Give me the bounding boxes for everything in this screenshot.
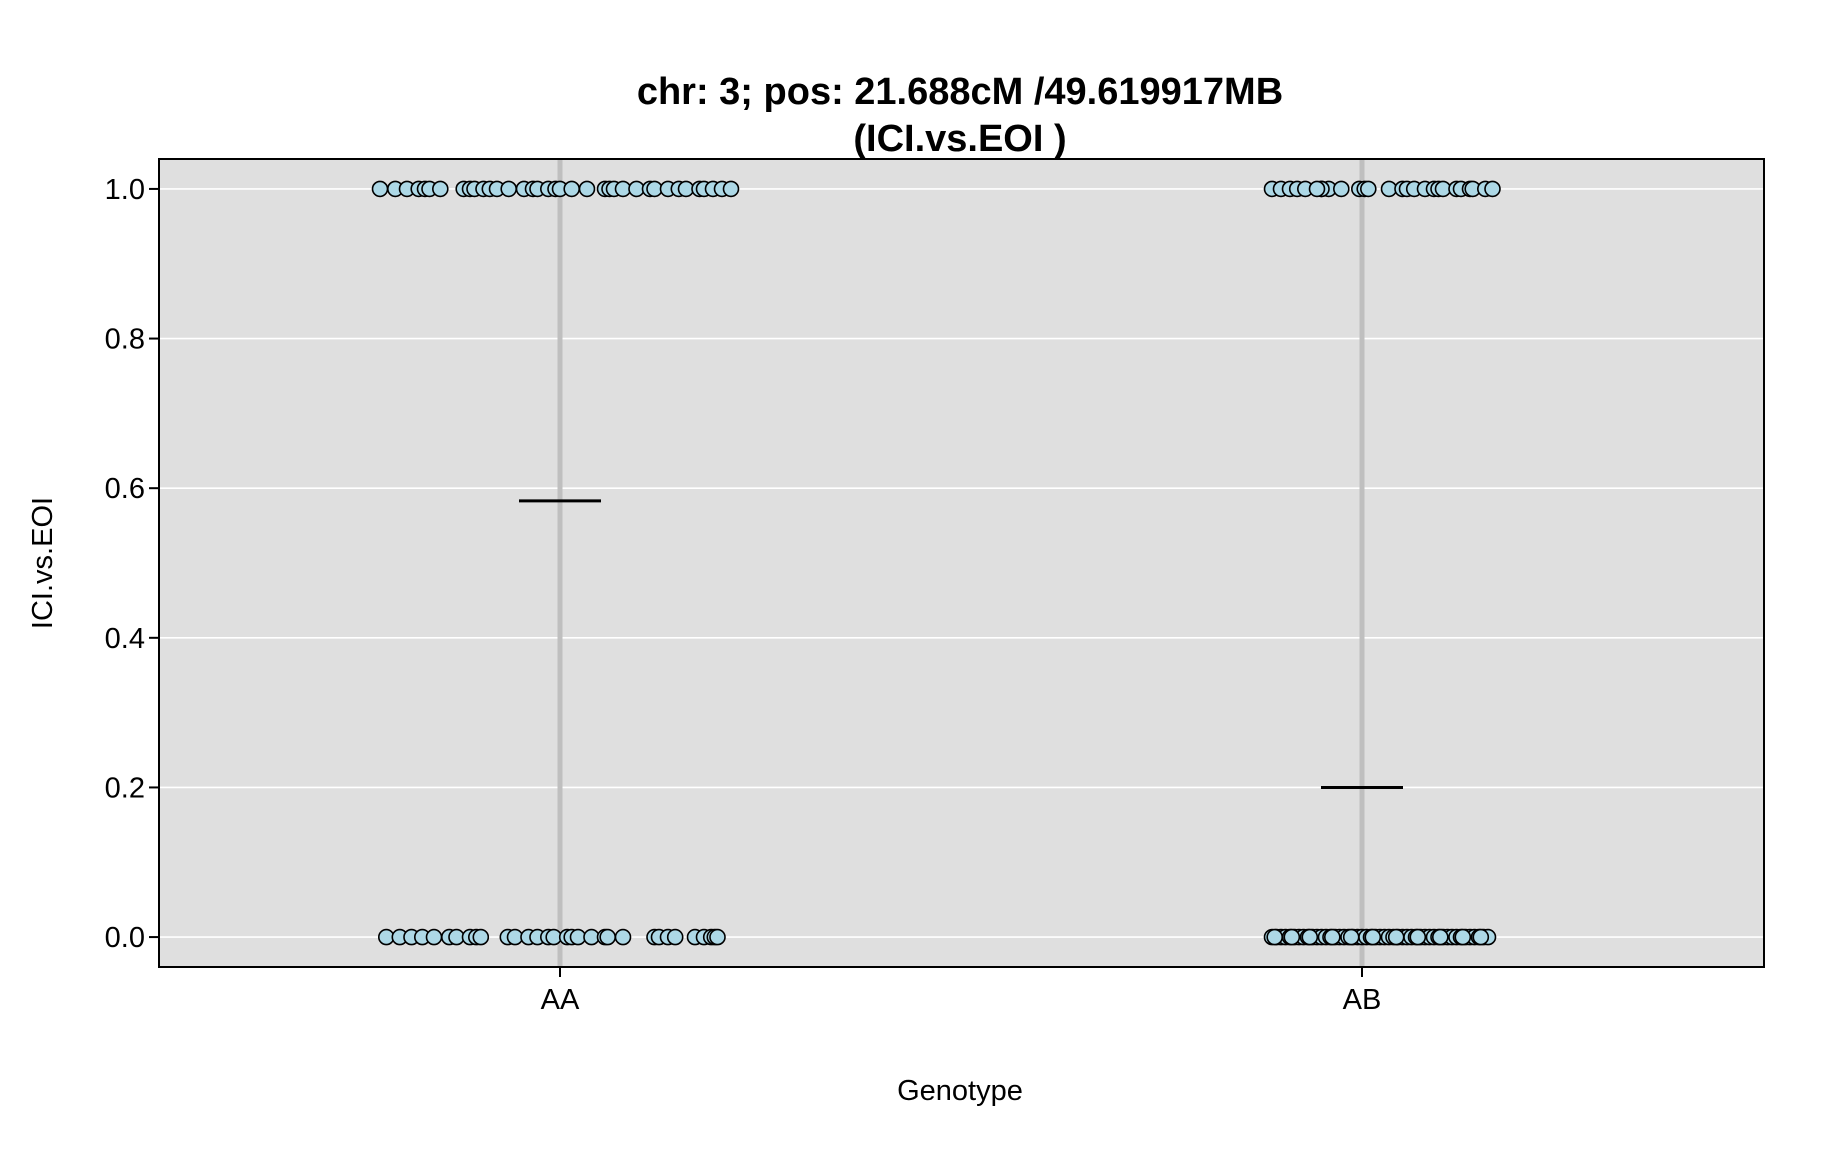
data-point bbox=[614, 928, 632, 946]
chart-title-line-2: (ICI.vs.EOI ) bbox=[853, 118, 1066, 160]
data-point bbox=[599, 928, 617, 946]
y-axis-ticks: 0.0 0.2 0.4 0.6 0.8 1.0 bbox=[105, 174, 159, 954]
data-point bbox=[1266, 928, 1283, 946]
y-tick-label: 0.6 bbox=[105, 473, 145, 505]
data-point bbox=[371, 180, 389, 198]
data-point bbox=[500, 180, 518, 198]
data-point bbox=[1364, 928, 1382, 946]
data-point bbox=[1308, 180, 1326, 198]
data-point bbox=[1324, 928, 1341, 946]
data-point bbox=[722, 180, 740, 198]
y-tick-label: 0.2 bbox=[105, 772, 145, 804]
y-tick-label: 0.4 bbox=[105, 623, 145, 655]
chart-title-line-1: chr: 3; pos: 21.688cM /49.619917MB bbox=[637, 71, 1283, 113]
data-point bbox=[1409, 928, 1427, 946]
plot-border bbox=[158, 158, 1765, 968]
x-axis-ticks: AA AB bbox=[541, 967, 1382, 1016]
y-tick-label: 1.0 bbox=[105, 174, 145, 206]
plot-panel bbox=[159, 159, 1764, 967]
data-point bbox=[1387, 928, 1405, 946]
data-point bbox=[1342, 928, 1360, 946]
data-points bbox=[371, 180, 1501, 946]
data-point bbox=[1301, 928, 1319, 946]
y-axis-label: ICI.vs.EOI bbox=[27, 497, 59, 629]
y-tick-label: 0.8 bbox=[105, 324, 145, 356]
data-point bbox=[472, 928, 490, 946]
data-point bbox=[1432, 928, 1449, 946]
data-point bbox=[1360, 180, 1377, 198]
data-point bbox=[425, 928, 443, 946]
data-point bbox=[1454, 928, 1472, 946]
data-point bbox=[431, 180, 449, 198]
mean-lines bbox=[519, 499, 1403, 789]
x-axis-label: Genotype bbox=[897, 1075, 1023, 1107]
data-point bbox=[1472, 928, 1490, 946]
x-tick-label: AA bbox=[541, 984, 580, 1016]
x-tick-label: AB bbox=[1343, 984, 1382, 1016]
data-point bbox=[578, 180, 596, 198]
data-point bbox=[666, 928, 684, 946]
data-point bbox=[563, 180, 581, 198]
data-point bbox=[1484, 180, 1501, 198]
data-point bbox=[1333, 180, 1350, 198]
y-tick-label: 0.0 bbox=[105, 922, 145, 954]
data-point bbox=[1283, 928, 1301, 946]
data-point bbox=[709, 928, 726, 946]
category-lines bbox=[557, 159, 1365, 967]
